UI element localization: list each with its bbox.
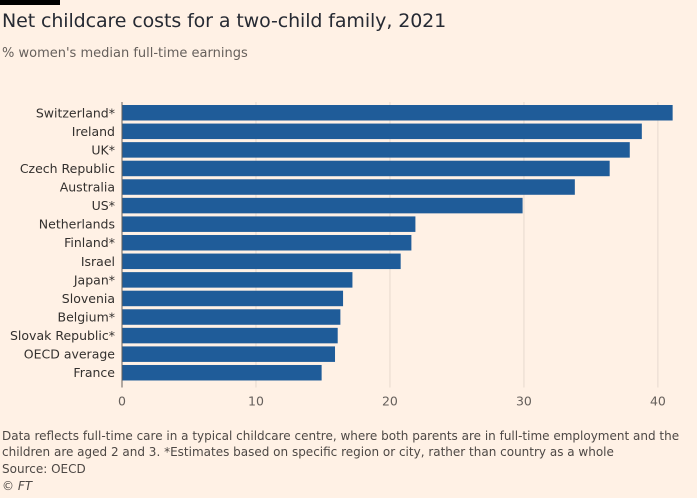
x-tick-label: 40 xyxy=(650,394,666,409)
ft-credit: © FT xyxy=(2,479,33,493)
bar xyxy=(122,234,412,251)
source-note: Source: OECD xyxy=(2,462,86,476)
bar xyxy=(122,160,610,177)
x-tick-label: 20 xyxy=(382,394,398,409)
category-label: Slovak Republic* xyxy=(10,328,115,343)
category-label: OECD average xyxy=(24,347,116,362)
bar xyxy=(122,123,642,140)
footnote: Data reflects full-time care in a typica… xyxy=(2,429,680,459)
category-label: Belgium* xyxy=(58,310,116,325)
category-label: Finland* xyxy=(64,235,115,250)
category-label: Israel xyxy=(81,254,115,269)
category-label: Switzerland* xyxy=(36,105,115,120)
category-label: Slovenia xyxy=(62,291,115,306)
ft-top-bar xyxy=(0,0,60,5)
bar xyxy=(122,309,341,325)
bar xyxy=(122,346,336,362)
bar xyxy=(122,364,322,381)
category-label: Czech Republic xyxy=(20,161,115,176)
bar xyxy=(122,272,353,288)
x-tick-label: 0 xyxy=(118,394,126,409)
category-label: US* xyxy=(92,198,115,213)
chart-subtitle: % women's median full-time earnings xyxy=(2,46,248,61)
x-tick-label: 10 xyxy=(248,394,264,409)
bar-chart: 0 10 20 30 40 Switzerland* Ireland UK* Czech Rep… xyxy=(10,102,673,409)
bar xyxy=(122,105,673,121)
bar xyxy=(122,142,630,158)
category-label: Netherlands xyxy=(39,217,115,232)
bar xyxy=(122,197,523,214)
category-label: Australia xyxy=(60,180,115,195)
category-label: UK* xyxy=(91,142,115,157)
bar xyxy=(122,253,401,270)
category-label: France xyxy=(73,365,115,380)
category-label: Ireland xyxy=(72,124,115,139)
bar xyxy=(122,290,344,307)
chart-title: Net childcare costs for a two-child fami… xyxy=(2,10,447,32)
bar xyxy=(122,327,338,344)
category-label: Japan* xyxy=(73,272,115,287)
x-tick-label: 30 xyxy=(516,394,532,409)
bar xyxy=(122,179,575,195)
bar xyxy=(122,216,416,232)
